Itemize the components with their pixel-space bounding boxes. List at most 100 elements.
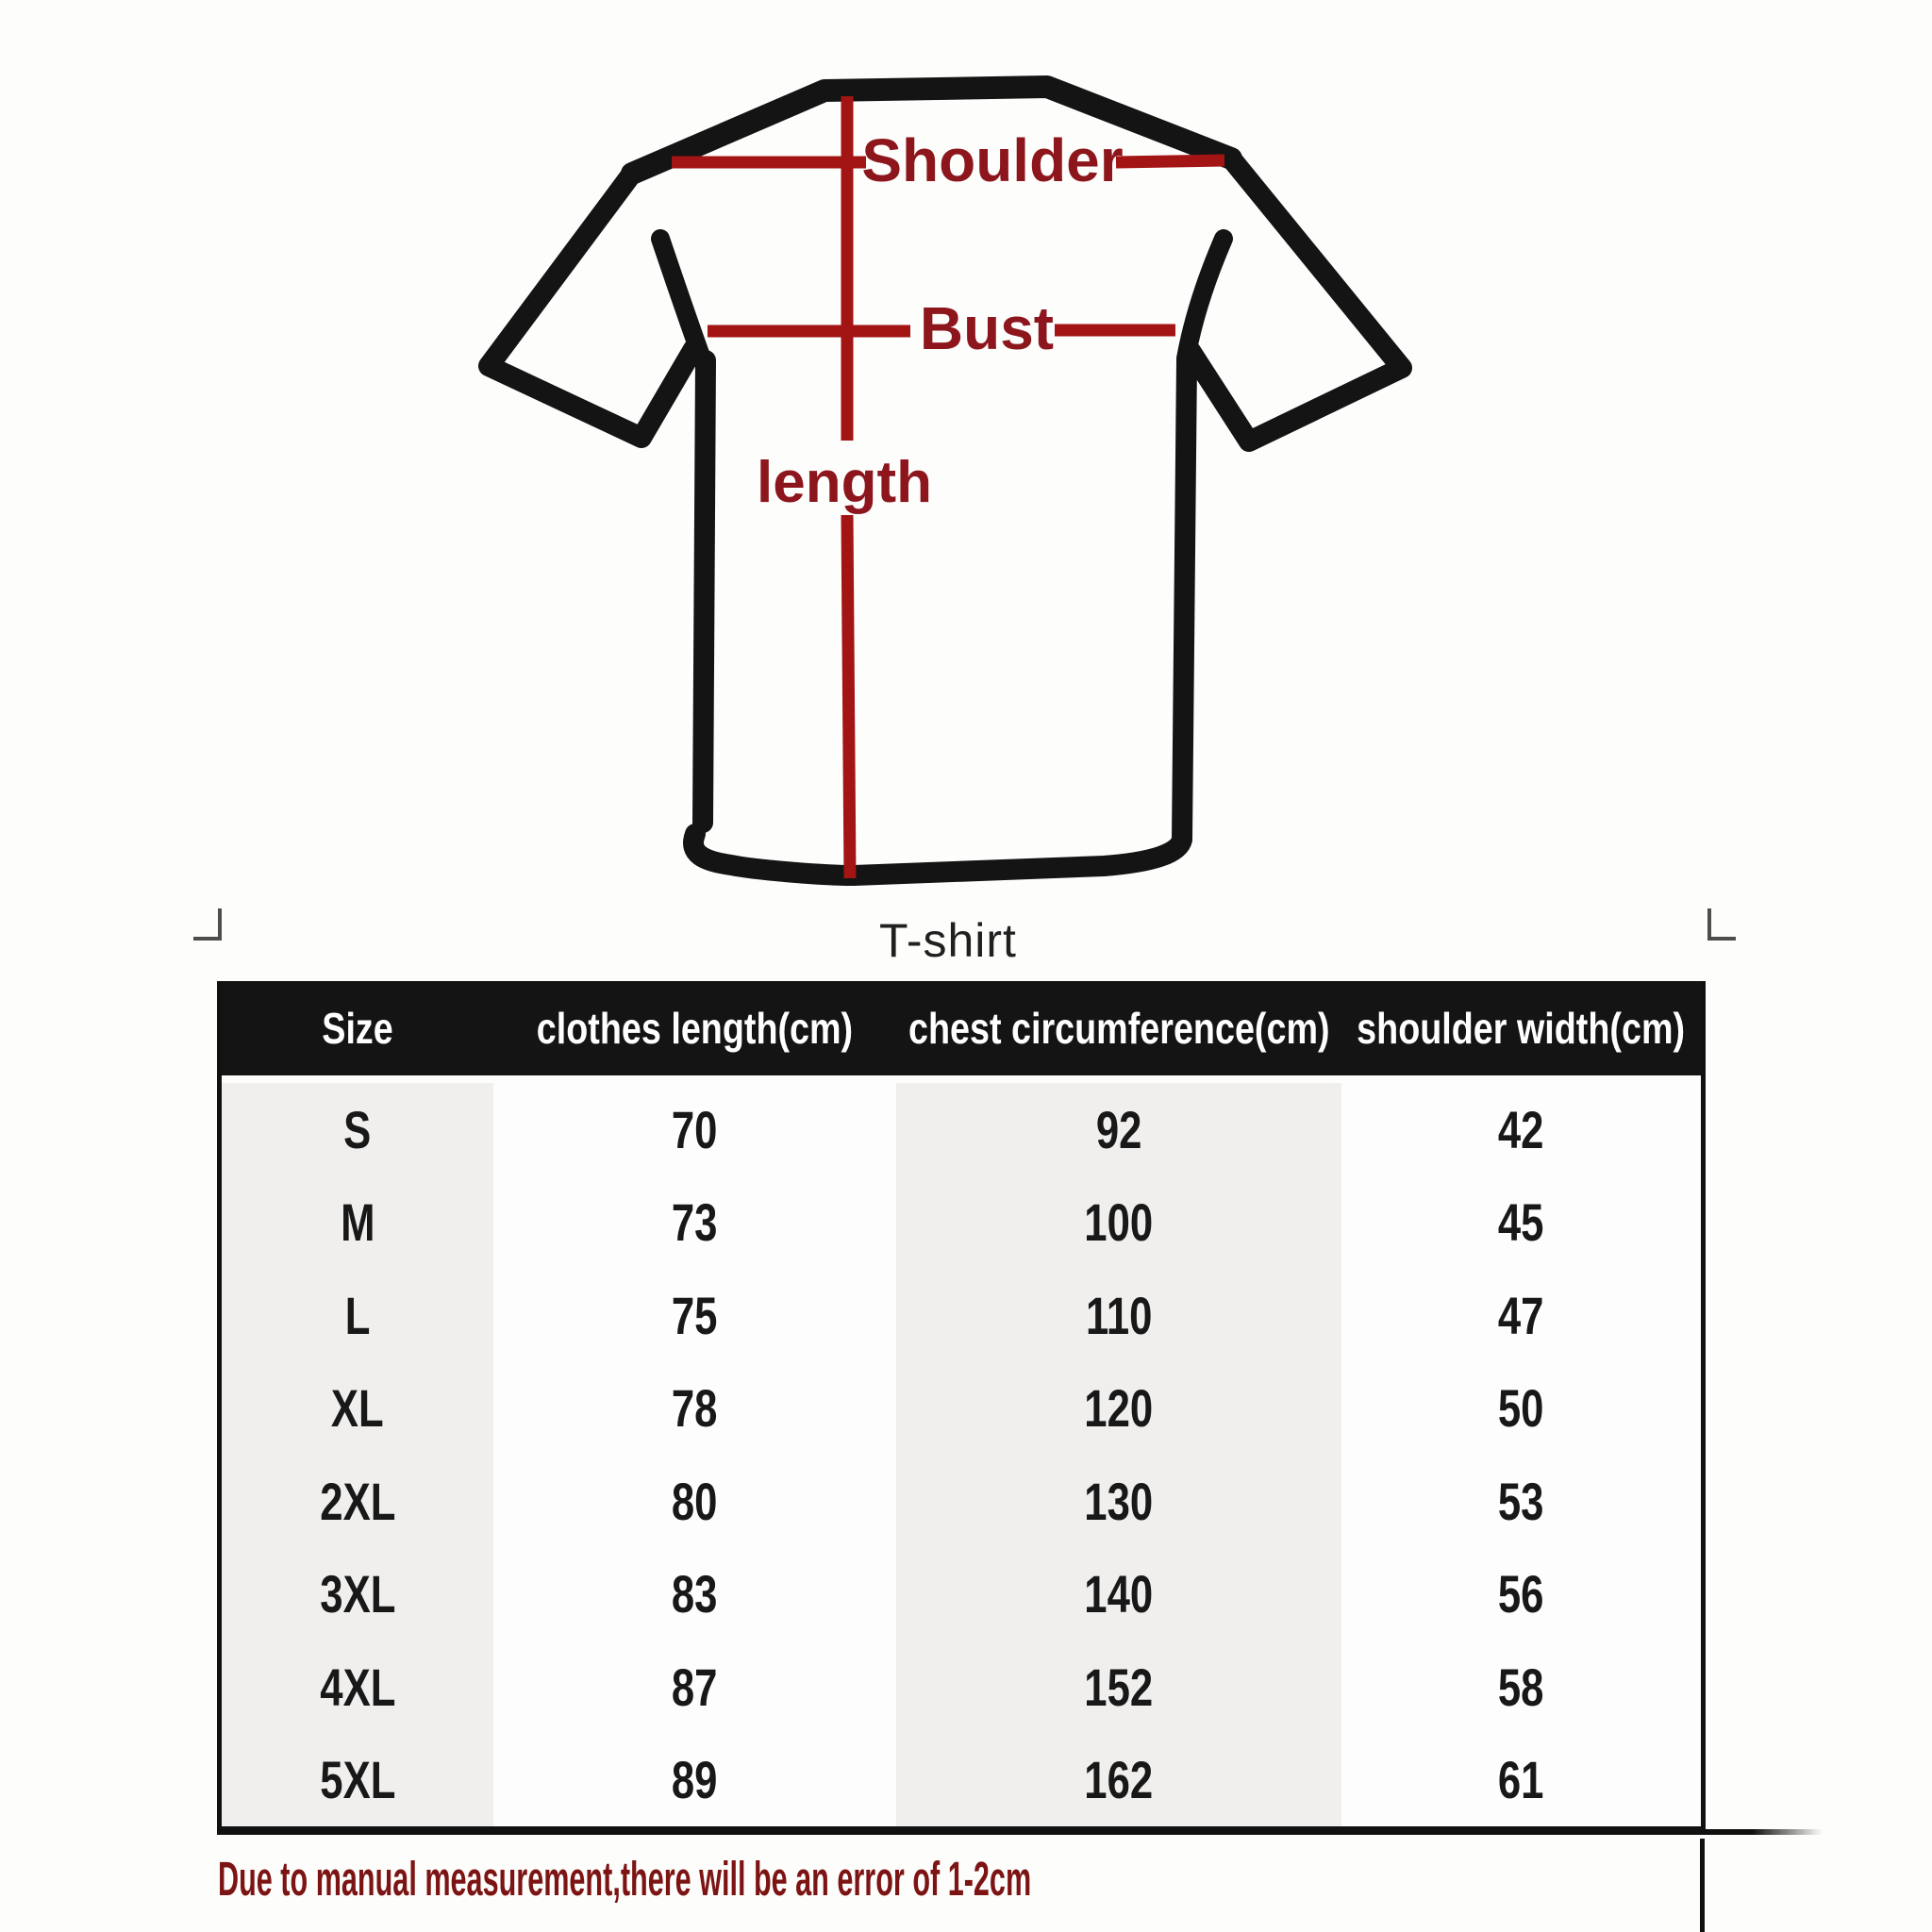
bottom-border-overshoot: [1706, 1829, 1823, 1835]
cell-chest: 110: [895, 1269, 1341, 1362]
cell-value: 152: [1084, 1657, 1154, 1717]
bust-label: Bust: [920, 294, 1054, 362]
table-row-3xl: 3XL 83 140 56: [222, 1547, 1701, 1641]
cell-value: 2XL: [319, 1471, 396, 1531]
cell-size: S: [222, 1083, 494, 1176]
cell-value: L: [344, 1285, 371, 1345]
cell-size: 5XL: [222, 1733, 494, 1826]
cell-length: 80: [493, 1455, 896, 1548]
cell-value: 45: [1498, 1192, 1544, 1253]
header-shoulder-width: shoulder width(cm): [1341, 981, 1701, 1075]
cell-length: 83: [493, 1547, 896, 1641]
length-label: length: [757, 450, 932, 515]
cell-length: 89: [493, 1733, 896, 1826]
cell-value: 140: [1084, 1564, 1154, 1624]
chart-title: T-shirt: [879, 914, 1017, 967]
header-clothes-length: clothes length(cm): [493, 981, 896, 1075]
table-row-xl: XL 78 120 50: [222, 1361, 1701, 1455]
right-crop-mark: [1707, 908, 1736, 941]
cell-value: 50: [1498, 1378, 1544, 1439]
cell-chest: 140: [895, 1547, 1341, 1641]
cell-value: 130: [1084, 1471, 1154, 1531]
cell-value: 162: [1084, 1750, 1154, 1810]
shirt-neck-shoulders-outline: [621, 75, 1242, 185]
table-row-l: L 75 110 47: [222, 1269, 1701, 1362]
cell-size: 4XL: [222, 1641, 494, 1734]
shoulder-label: Shoulder: [861, 126, 1123, 194]
cell-size: M: [222, 1175, 494, 1269]
cell-chest: 100: [895, 1175, 1341, 1269]
cell-value: 92: [1095, 1099, 1142, 1159]
cell-value: 80: [672, 1471, 718, 1531]
cell-value: 89: [672, 1750, 718, 1810]
cell-value: 5XL: [319, 1750, 396, 1810]
cell-chest: 130: [895, 1455, 1341, 1548]
cell-value: 75: [672, 1285, 718, 1345]
cell-value: 120: [1084, 1378, 1154, 1439]
shirt-hem-and-right-side: [683, 350, 1197, 886]
cell-size: L: [222, 1269, 494, 1362]
cell-value: 53: [1498, 1471, 1544, 1531]
cell-size: 3XL: [222, 1547, 494, 1641]
cell-length: 87: [493, 1641, 896, 1734]
header-shoulder-width-label: shoulder width(cm): [1357, 1004, 1686, 1053]
shirt-right-armhole-seam: [1176, 229, 1233, 368]
table-row-s: S 70 92 42: [222, 1083, 1701, 1176]
cell-value: 78: [672, 1378, 718, 1439]
table-row-m: M 73 100 45: [222, 1175, 1701, 1269]
cell-value: S: [343, 1099, 372, 1159]
right-border-overshoot: [1700, 1839, 1705, 1932]
cell-length: 75: [493, 1269, 896, 1362]
cell-value: 47: [1498, 1285, 1544, 1345]
cell-value: 110: [1085, 1285, 1153, 1345]
header-chest-circumference-label: chest circumference(cm): [908, 1004, 1330, 1053]
cell-size: XL: [222, 1361, 494, 1455]
cell-value: 73: [672, 1192, 718, 1253]
cell-chest: 152: [895, 1641, 1341, 1734]
shirt-left-sleeve-outline: [478, 163, 704, 448]
size-table: Size clothes length(cm) chest circumfere…: [217, 981, 1706, 1835]
size-table-header: Size clothes length(cm) chest circumfere…: [222, 981, 1701, 1075]
cell-value: 3XL: [319, 1564, 396, 1624]
cell-chest: 162: [895, 1733, 1341, 1826]
cell-value: 42: [1498, 1099, 1544, 1159]
cell-value: 100: [1084, 1192, 1154, 1253]
cell-shoulder: 56: [1341, 1547, 1701, 1641]
cell-value: 4XL: [319, 1657, 396, 1717]
cell-value: 87: [672, 1657, 718, 1717]
header-size: Size: [222, 981, 493, 1075]
tshirt-diagram: Shoulder Bust length: [478, 75, 1412, 886]
shoulder-measure-line-right: [1115, 154, 1225, 169]
cell-shoulder: 50: [1341, 1361, 1701, 1455]
header-body-gap: [222, 1075, 1701, 1083]
cell-length: 73: [493, 1175, 896, 1269]
cell-length: 70: [493, 1083, 896, 1176]
table-row-4xl: 4XL 87 152 58: [222, 1641, 1701, 1734]
shirt-left-armhole-seam: [651, 229, 712, 371]
cell-shoulder: 61: [1341, 1733, 1701, 1826]
cell-shoulder: 42: [1341, 1083, 1701, 1176]
cell-length: 78: [493, 1361, 896, 1455]
cell-value: 56: [1498, 1564, 1544, 1624]
cell-value: 83: [672, 1564, 718, 1624]
length-measure-line-bottom: [841, 514, 857, 879]
cell-size: 2XL: [222, 1455, 494, 1548]
table-row-5xl: 5XL 89 162 61: [222, 1733, 1701, 1826]
measurement-disclaimer: Due to manual measurement,there will be …: [218, 1852, 1032, 1906]
left-crop-mark: [193, 908, 222, 941]
cell-shoulder: 53: [1341, 1455, 1701, 1548]
shirt-left-side: [692, 350, 716, 833]
cell-shoulder: 47: [1341, 1269, 1701, 1362]
cell-chest: 120: [895, 1361, 1341, 1455]
cell-value: 61: [1498, 1750, 1544, 1810]
header-size-label: Size: [322, 1004, 393, 1053]
header-clothes-length-label: clothes length(cm): [536, 1004, 854, 1053]
cell-value: M: [340, 1192, 375, 1253]
table-row-2xl: 2XL 80 130 53: [222, 1455, 1701, 1548]
shirt-right-sleeve-outline: [1180, 148, 1412, 452]
cell-shoulder: 45: [1341, 1175, 1701, 1269]
size-table-body: S 70 92 42 M 73 100 45 L 75 110 47 XL 78…: [222, 1083, 1701, 1826]
header-chest-circumference: chest circumference(cm): [896, 981, 1341, 1075]
cell-value: XL: [331, 1378, 384, 1439]
